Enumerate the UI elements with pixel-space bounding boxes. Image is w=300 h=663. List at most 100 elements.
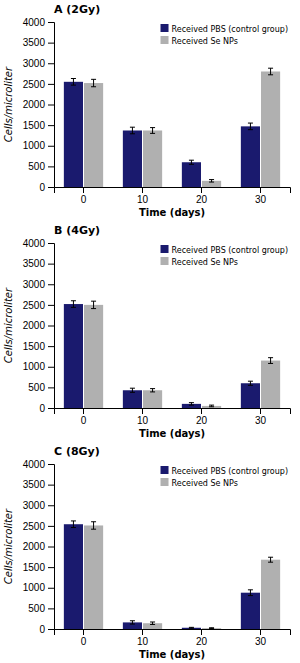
x-axis-title: Time (days) <box>139 649 205 660</box>
y-tick-mark <box>48 588 54 589</box>
legend-item: Received PBS (control group) <box>161 245 288 255</box>
y-tick-label: 4000 <box>23 17 46 28</box>
y-tick: 0 <box>39 403 54 414</box>
legend-swatch <box>161 24 169 32</box>
y-axis-line <box>48 465 55 630</box>
error-bar <box>130 621 135 624</box>
x-tick-label: 20 <box>196 636 208 647</box>
error-bar <box>130 127 135 134</box>
x-axis-line <box>55 409 291 415</box>
bar <box>241 383 260 408</box>
bar <box>261 72 280 188</box>
y-tick-label: 2500 <box>23 79 46 90</box>
plot-area <box>64 521 280 629</box>
y-tick-label: 500 <box>28 382 45 393</box>
legend-label: Received PBS (control group) <box>172 467 288 476</box>
y-tick-label: 2000 <box>23 541 46 552</box>
y-tick: 3000 <box>23 500 54 511</box>
bar <box>64 304 83 408</box>
y-tick: 1500 <box>23 562 54 573</box>
y-tick-mark <box>48 367 54 368</box>
error-bar <box>248 123 253 130</box>
y-tick-label: 1000 <box>23 361 46 372</box>
y-tick-mark <box>48 485 54 486</box>
y-axis: 05001000150020002500300035004000 <box>23 17 55 193</box>
error-bar <box>268 358 273 364</box>
legend-label: Received PBS (control group) <box>172 246 288 255</box>
x-axis: 0102030 <box>55 629 291 647</box>
y-tick-label: 1500 <box>23 562 46 573</box>
error-bar <box>209 405 214 407</box>
y-tick-label: 0 <box>39 624 45 635</box>
x-tick-label: 0 <box>81 636 87 647</box>
y-tick: 3000 <box>23 58 54 69</box>
x-tick: 10 <box>137 629 149 647</box>
title: A (2Gy) <box>54 3 100 16</box>
x-tick-mark <box>260 408 261 414</box>
error-bar <box>150 128 155 134</box>
y-tick-mark <box>48 187 54 188</box>
bar <box>84 83 103 187</box>
y-tick-label: 3000 <box>23 58 46 69</box>
bar <box>123 390 142 408</box>
y-tick: 500 <box>28 603 54 614</box>
y-tick-label: 3500 <box>23 258 46 269</box>
y-tick-label: 2500 <box>23 300 46 311</box>
y-tick-mark <box>48 305 54 306</box>
y-tick: 3500 <box>23 258 54 269</box>
y-tick-label: 0 <box>39 403 45 414</box>
x-tick-label: 10 <box>137 194 149 205</box>
x-axis-line <box>55 188 291 194</box>
y-tick-label: 1000 <box>23 140 46 151</box>
y-tick-mark <box>48 243 54 244</box>
error-bar <box>209 180 214 182</box>
y-tick-label: 3000 <box>23 500 46 511</box>
x-axis-title: Time (days) <box>139 428 205 439</box>
y-tick-mark <box>48 264 54 265</box>
y-tick: 2000 <box>23 541 54 552</box>
y-axis: 05001000150020002500300035004000 <box>23 459 55 635</box>
x-tick-mark <box>142 629 143 635</box>
bar <box>182 162 201 187</box>
y-tick: 1000 <box>23 140 54 151</box>
y-tick: 1500 <box>23 120 54 131</box>
y-tick-mark <box>48 505 54 506</box>
title: C (8Gy) <box>54 445 100 458</box>
error-bar <box>189 160 194 164</box>
x-tick-mark <box>201 408 202 414</box>
error-bar <box>189 627 194 629</box>
bar <box>182 628 201 629</box>
y-tick: 500 <box>28 382 54 393</box>
bar <box>64 524 83 629</box>
plot-area <box>64 301 280 408</box>
y-tick: 4000 <box>23 238 54 249</box>
y-tick-label: 3500 <box>23 37 46 48</box>
bar <box>241 126 260 187</box>
error-bar <box>248 381 253 385</box>
x-tick-mark <box>83 187 84 193</box>
bar <box>84 305 103 408</box>
legend-swatch <box>161 257 169 265</box>
x-tick-label: 20 <box>196 415 208 426</box>
y-tick: 0 <box>39 624 54 635</box>
x-tick-label: 30 <box>255 415 267 426</box>
x-tick-mark <box>201 187 202 193</box>
x-axis: 0102030 <box>55 408 291 426</box>
x-tick-label: 0 <box>81 415 87 426</box>
x-tick: 20 <box>196 187 208 205</box>
legend-swatch <box>161 466 169 474</box>
x-tick: 10 <box>137 187 149 205</box>
error-bar <box>71 521 76 528</box>
y-tick: 1000 <box>23 361 54 372</box>
y-tick-mark <box>48 125 54 126</box>
bar <box>123 130 142 187</box>
plot-area <box>64 68 280 187</box>
y-tick-mark <box>48 464 54 465</box>
x-tick: 0 <box>81 187 87 205</box>
legend-swatch <box>161 36 169 44</box>
error-bar <box>150 389 155 392</box>
panel: 050010001500200025003000350040000102030C… <box>3 445 291 660</box>
bar-series <box>84 301 280 408</box>
y-tick: 1000 <box>23 582 54 593</box>
x-tick-mark <box>142 187 143 193</box>
